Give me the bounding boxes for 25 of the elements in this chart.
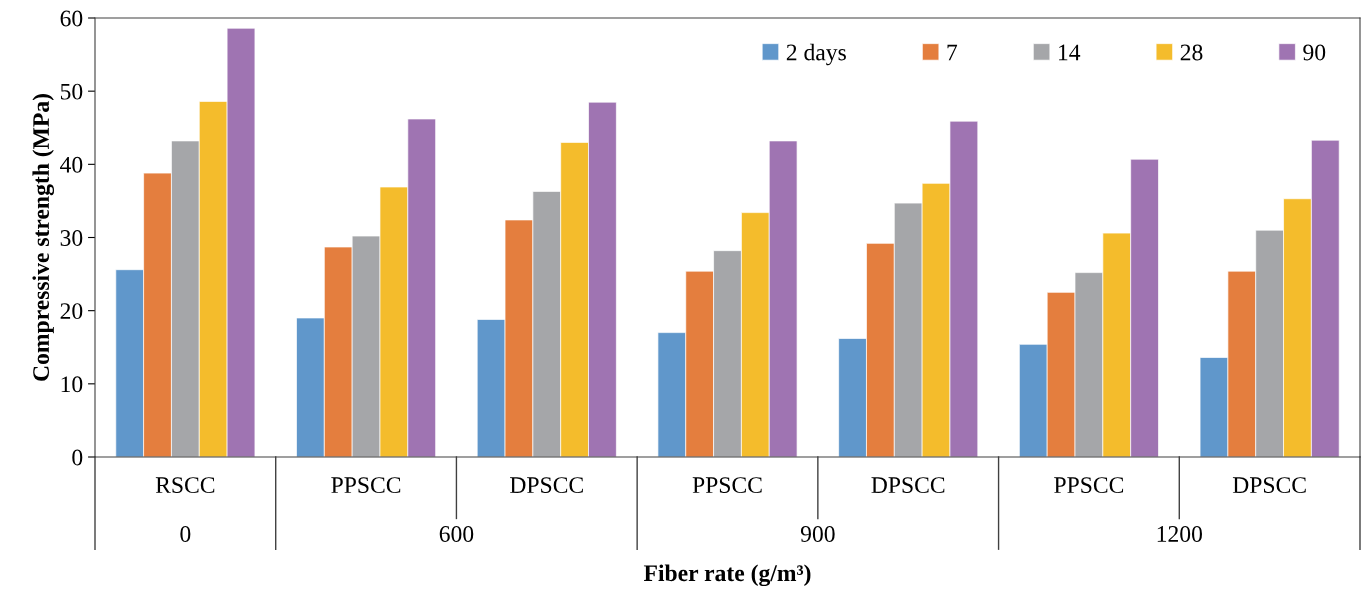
text: 600	[439, 526, 474, 542]
legend-label: 90	[1303, 44, 1326, 61]
x-tick-label: DPSCC	[871, 477, 945, 494]
y-tick-label: 30	[60, 229, 83, 246]
text: 900	[800, 526, 835, 542]
y-tick-label: 40	[60, 156, 83, 173]
y-axis-title: Compressive strength (MPa)	[32, 94, 55, 381]
x-tick-label: DPSCC	[1232, 477, 1306, 494]
legend-label: 7	[947, 44, 958, 61]
text: 1200	[1157, 526, 1202, 542]
y-tick-label: 50	[60, 83, 83, 100]
y-tick-label: 0	[72, 449, 83, 466]
legend-label: 14	[1059, 44, 1081, 61]
y-tick-label: 10	[61, 376, 83, 393]
x-tick-label: PPSCC	[1054, 477, 1124, 494]
x-tick-label: DPSCC	[510, 477, 583, 494]
x-tick-label: PPSCC	[692, 477, 762, 494]
legend-label: 28	[1180, 44, 1203, 61]
x-tick-label: PPSCC	[331, 477, 401, 494]
text: 0	[180, 526, 191, 542]
y-tick-label: 60	[60, 10, 83, 27]
y-tick-label: 20	[60, 303, 83, 320]
legend-label: 2 days	[786, 43, 846, 66]
x-axis-title: Fiber rate (g/m³)	[643, 564, 811, 587]
x-tick-label: RSCC	[155, 477, 215, 494]
